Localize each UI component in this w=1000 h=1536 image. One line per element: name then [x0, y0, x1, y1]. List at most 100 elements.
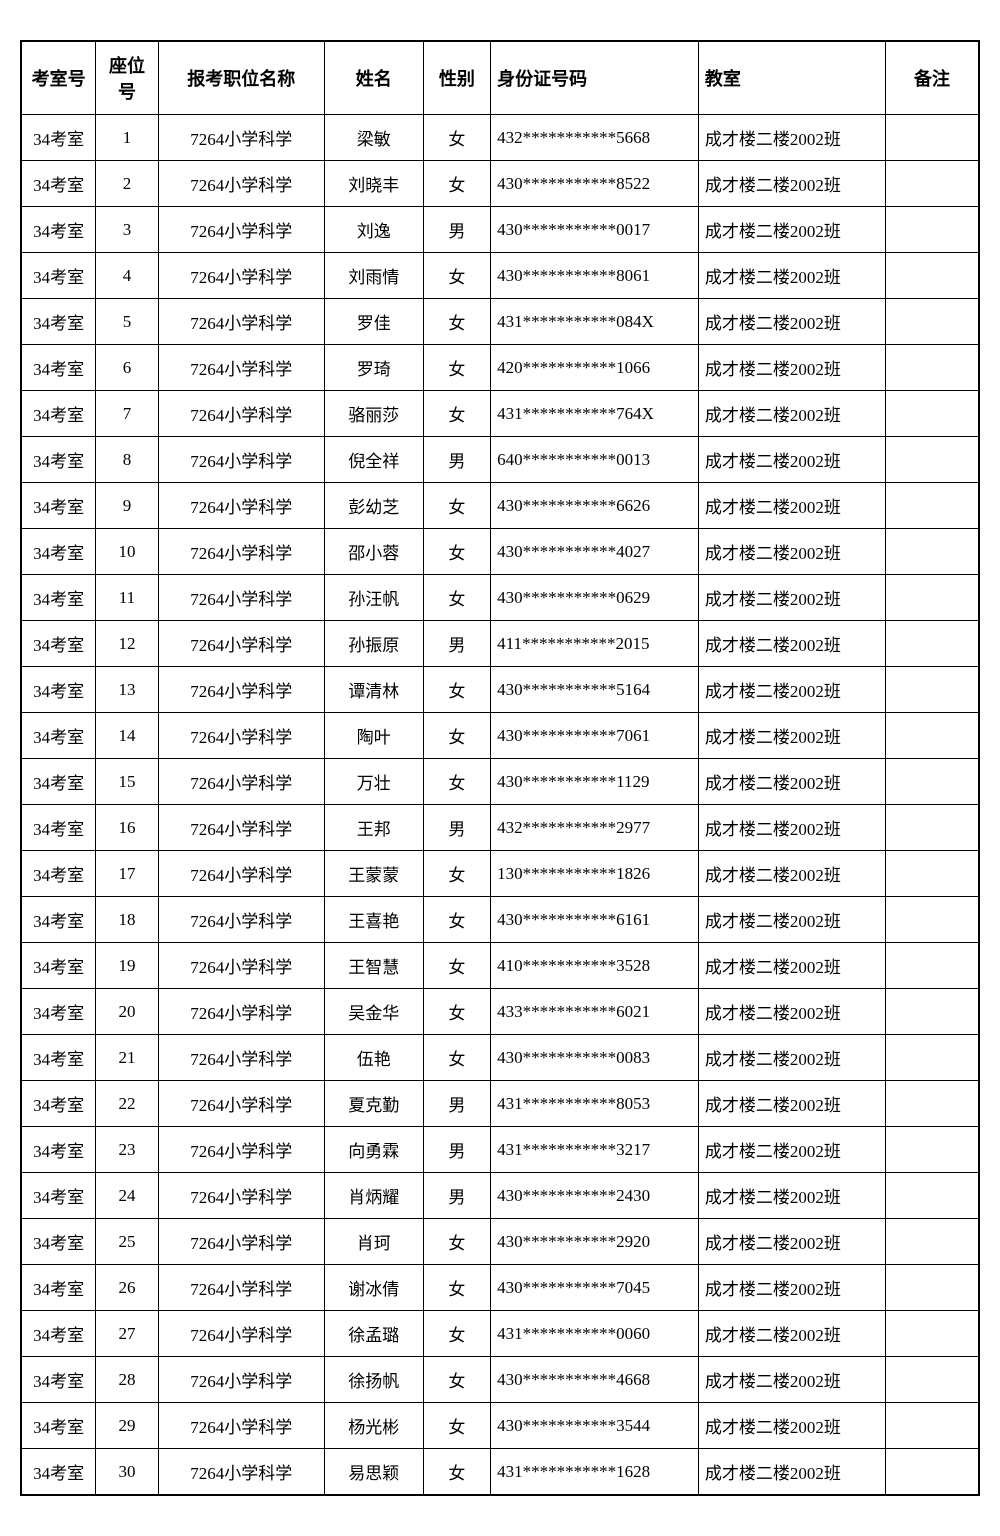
cell-classroom: 成才楼二楼2002班: [698, 1035, 885, 1081]
cell-id: 430***********7061: [491, 713, 699, 759]
cell-name: 万壮: [324, 759, 423, 805]
cell-name: 伍艳: [324, 1035, 423, 1081]
cell-position: 7264小学科学: [158, 1035, 324, 1081]
cell-classroom: 成才楼二楼2002班: [698, 1173, 885, 1219]
table-header-row: 考室号 座位号 报考职位名称 姓名 性别 身份证号码 教室 备注: [21, 41, 979, 115]
cell-seat: 2: [96, 161, 158, 207]
cell-seat: 22: [96, 1081, 158, 1127]
cell-seat: 10: [96, 529, 158, 575]
cell-gender: 女: [423, 897, 491, 943]
cell-seat: 27: [96, 1311, 158, 1357]
table-row: 34考室87264小学科学倪全祥男640***********0013成才楼二楼…: [21, 437, 979, 483]
cell-name: 罗琦: [324, 345, 423, 391]
cell-room: 34考室: [21, 207, 96, 253]
cell-remark: [885, 391, 979, 437]
cell-classroom: 成才楼二楼2002班: [698, 161, 885, 207]
cell-gender: 女: [423, 575, 491, 621]
cell-position: 7264小学科学: [158, 989, 324, 1035]
table-row: 34考室277264小学科学徐孟璐女431***********0060成才楼二…: [21, 1311, 979, 1357]
cell-position: 7264小学科学: [158, 115, 324, 161]
cell-classroom: 成才楼二楼2002班: [698, 391, 885, 437]
cell-seat: 12: [96, 621, 158, 667]
cell-id: 430***********3544: [491, 1403, 699, 1449]
cell-classroom: 成才楼二楼2002班: [698, 1311, 885, 1357]
cell-gender: 男: [423, 621, 491, 667]
cell-position: 7264小学科学: [158, 345, 324, 391]
cell-id: 431***********084X: [491, 299, 699, 345]
cell-room: 34考室: [21, 897, 96, 943]
cell-id: 430***********0017: [491, 207, 699, 253]
cell-name: 梁敏: [324, 115, 423, 161]
cell-remark: [885, 1357, 979, 1403]
cell-seat: 9: [96, 483, 158, 529]
cell-room: 34考室: [21, 1311, 96, 1357]
table-row: 34考室197264小学科学王智慧女410***********3528成才楼二…: [21, 943, 979, 989]
cell-seat: 13: [96, 667, 158, 713]
table-row: 34考室167264小学科学王邦男432***********2977成才楼二楼…: [21, 805, 979, 851]
cell-classroom: 成才楼二楼2002班: [698, 529, 885, 575]
cell-name: 谢冰倩: [324, 1265, 423, 1311]
cell-gender: 女: [423, 1449, 491, 1496]
cell-id: 431***********1628: [491, 1449, 699, 1496]
cell-position: 7264小学科学: [158, 1265, 324, 1311]
cell-name: 王喜艳: [324, 897, 423, 943]
cell-gender: 女: [423, 529, 491, 575]
cell-classroom: 成才楼二楼2002班: [698, 759, 885, 805]
cell-remark: [885, 437, 979, 483]
cell-id: 430***********0083: [491, 1035, 699, 1081]
table-row: 34考室17264小学科学梁敏女432***********5668成才楼二楼2…: [21, 115, 979, 161]
table-row: 34考室77264小学科学骆丽莎女431***********764X成才楼二楼…: [21, 391, 979, 437]
cell-gender: 女: [423, 943, 491, 989]
cell-remark: [885, 1219, 979, 1265]
table-row: 34考室97264小学科学彭幼芝女430***********6626成才楼二楼…: [21, 483, 979, 529]
cell-id: 430***********2430: [491, 1173, 699, 1219]
cell-position: 7264小学科学: [158, 529, 324, 575]
cell-gender: 女: [423, 759, 491, 805]
cell-classroom: 成才楼二楼2002班: [698, 575, 885, 621]
cell-seat: 6: [96, 345, 158, 391]
header-id: 身份证号码: [491, 41, 699, 115]
cell-room: 34考室: [21, 115, 96, 161]
cell-classroom: 成才楼二楼2002班: [698, 1403, 885, 1449]
cell-position: 7264小学科学: [158, 1081, 324, 1127]
cell-seat: 4: [96, 253, 158, 299]
cell-room: 34考室: [21, 621, 96, 667]
cell-classroom: 成才楼二楼2002班: [698, 115, 885, 161]
cell-gender: 女: [423, 989, 491, 1035]
cell-position: 7264小学科学: [158, 1311, 324, 1357]
cell-classroom: 成才楼二楼2002班: [698, 1081, 885, 1127]
cell-seat: 21: [96, 1035, 158, 1081]
cell-gender: 女: [423, 851, 491, 897]
cell-room: 34考室: [21, 667, 96, 713]
cell-seat: 11: [96, 575, 158, 621]
cell-id: 431***********764X: [491, 391, 699, 437]
table-row: 34考室57264小学科学罗佳女431***********084X成才楼二楼2…: [21, 299, 979, 345]
cell-id: 430***********5164: [491, 667, 699, 713]
cell-seat: 16: [96, 805, 158, 851]
cell-remark: [885, 943, 979, 989]
cell-position: 7264小学科学: [158, 851, 324, 897]
cell-name: 谭清林: [324, 667, 423, 713]
cell-gender: 男: [423, 1173, 491, 1219]
cell-gender: 男: [423, 437, 491, 483]
cell-remark: [885, 1127, 979, 1173]
cell-id: 430***********8522: [491, 161, 699, 207]
cell-seat: 24: [96, 1173, 158, 1219]
cell-room: 34考室: [21, 1265, 96, 1311]
cell-classroom: 成才楼二楼2002班: [698, 805, 885, 851]
cell-remark: [885, 253, 979, 299]
table-row: 34考室127264小学科学孙振原男411***********2015成才楼二…: [21, 621, 979, 667]
cell-position: 7264小学科学: [158, 161, 324, 207]
cell-classroom: 成才楼二楼2002班: [698, 897, 885, 943]
cell-room: 34考室: [21, 989, 96, 1035]
cell-room: 34考室: [21, 575, 96, 621]
cell-id: 431***********0060: [491, 1311, 699, 1357]
cell-id: 430***********4027: [491, 529, 699, 575]
cell-remark: [885, 161, 979, 207]
table-row: 34考室27264小学科学刘晓丰女430***********8522成才楼二楼…: [21, 161, 979, 207]
cell-classroom: 成才楼二楼2002班: [698, 713, 885, 759]
cell-gender: 女: [423, 1311, 491, 1357]
cell-seat: 8: [96, 437, 158, 483]
cell-position: 7264小学科学: [158, 621, 324, 667]
cell-remark: [885, 1265, 979, 1311]
